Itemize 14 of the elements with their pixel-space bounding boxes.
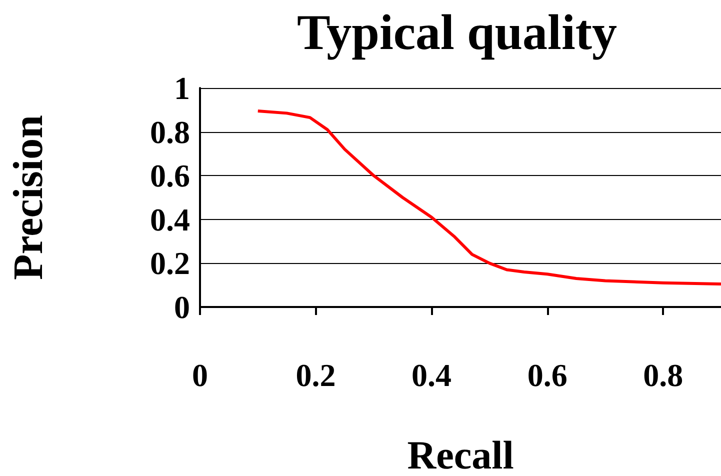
y-tick-label: 0.4 (150, 201, 190, 238)
x-tick-label: 0.4 (412, 357, 452, 393)
y-tick-label: 0.8 (150, 114, 190, 150)
y-tick-label: 1 (174, 70, 190, 106)
y-tick-label: 0.2 (150, 245, 190, 282)
y-tick-label: 0.6 (150, 158, 190, 194)
x-tick-label: 0.6 (527, 357, 568, 393)
line-series (256, 109, 721, 286)
y-axis-title: Precision (6, 115, 52, 280)
x-axis-title: Recall (407, 432, 514, 476)
chart-title: Typical quality (297, 4, 617, 60)
x-tick-label: 0.8 (643, 357, 684, 393)
x-tick-label: 0.2 (296, 357, 336, 393)
y-tick-label: 0 (174, 289, 190, 325)
